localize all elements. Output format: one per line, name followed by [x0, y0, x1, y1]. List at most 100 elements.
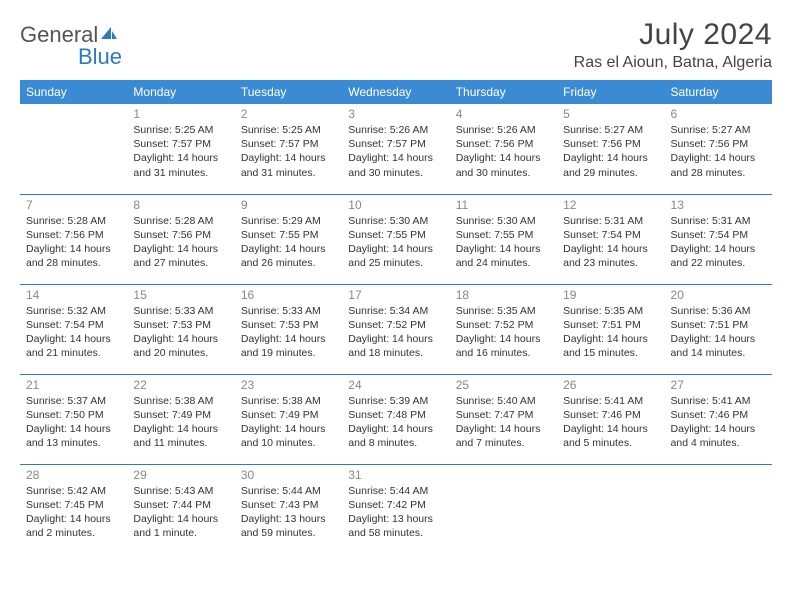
calendar-cell [557, 464, 664, 554]
day-number: 4 [456, 107, 551, 121]
weekday-header: Tuesday [235, 80, 342, 104]
calendar-cell: 12 Sunrise: 5:31 AMSunset: 7:54 PMDayligh… [557, 194, 664, 284]
calendar-cell: 26Sunrise: 5:41 AMSunset: 7:46 PMDayligh… [557, 374, 664, 464]
day-info: Sunrise: 5:38 AMSunset: 7:49 PMDaylight:… [133, 394, 228, 451]
weekday-header: Wednesday [342, 80, 449, 104]
calendar-cell: 28 Sunrise: 5:42 AMSunset: 7:45 PMDayligh… [20, 464, 127, 554]
weekday-header: Friday [557, 80, 664, 104]
day-number: 9 [241, 198, 336, 212]
calendar-cell: 31 Sunrise: 5:44 AMSunset: 7:42 PMDayligh… [342, 464, 449, 554]
day-info: Sunrise: 5:37 AMSunset: 7:50 PMDaylight:… [26, 394, 121, 451]
calendar-cell: 25 Sunrise: 5:40 AMSunset: 7:47 PMDayligh… [450, 374, 557, 464]
calendar-page: GeneralBlue July 2024 Ras el Aioun, Batn… [0, 0, 792, 564]
day-number: 17 [348, 288, 443, 302]
calendar-body: 1 Sunrise: 5:25 AMSunset: 7:57 PMDaylight… [20, 104, 772, 554]
day-number: 22 [133, 378, 228, 392]
day-info: Sunrise: 5:36 AMSunset: 7:51 PMDaylight:… [671, 304, 766, 361]
day-info: Sunrise: 5:31 AMSunset: 7:54 PMDaylight:… [563, 214, 658, 271]
calendar-cell: 20 Sunrise: 5:36 AMSunset: 7:51 PMDayligh… [665, 284, 772, 374]
location-text: Ras el Aioun, Batna, Algeria [574, 54, 772, 72]
day-number: 26 [563, 378, 658, 392]
day-number: 12 [563, 198, 658, 212]
day-info: Sunrise: 5:28 AMSunset: 7:56 PMDaylight:… [26, 214, 121, 271]
day-info: Sunrise: 5:32 AMSunset: 7:54 PMDaylight:… [26, 304, 121, 361]
day-info: Sunrise: 5:27 AMSunset: 7:56 PMDaylight:… [563, 123, 658, 180]
day-info: Sunrise: 5:44 AMSunset: 7:43 PMDaylight:… [241, 484, 336, 541]
calendar-cell [450, 464, 557, 554]
day-info: Sunrise: 5:44 AMSunset: 7:42 PMDaylight:… [348, 484, 443, 541]
day-info: Sunrise: 5:42 AMSunset: 7:45 PMDaylight:… [26, 484, 121, 541]
day-info: Sunrise: 5:26 AMSunset: 7:57 PMDaylight:… [348, 123, 443, 180]
day-info: Sunrise: 5:29 AMSunset: 7:55 PMDaylight:… [241, 214, 336, 271]
calendar-cell: 3Sunrise: 5:26 AMSunset: 7:57 PMDaylight… [342, 104, 449, 194]
day-number: 8 [133, 198, 228, 212]
logo-text-2: Blue [78, 44, 122, 70]
day-number: 25 [456, 378, 551, 392]
day-info: Sunrise: 5:30 AMSunset: 7:55 PMDaylight:… [348, 214, 443, 271]
calendar-cell: 7 Sunrise: 5:28 AMSunset: 7:56 PMDaylight… [20, 194, 127, 284]
calendar-cell: 30 Sunrise: 5:44 AMSunset: 7:43 PMDayligh… [235, 464, 342, 554]
day-number: 28 [26, 468, 121, 482]
calendar-cell: 2Sunrise: 5:25 AMSunset: 7:57 PMDaylight… [235, 104, 342, 194]
day-info: Sunrise: 5:28 AMSunset: 7:56 PMDaylight:… [133, 214, 228, 271]
day-number: 23 [241, 378, 336, 392]
logo-sail-icon [100, 26, 118, 45]
calendar-cell: 6 Sunrise: 5:27 AMSunset: 7:56 PMDaylight… [665, 104, 772, 194]
day-number: 29 [133, 468, 228, 482]
day-info: Sunrise: 5:26 AMSunset: 7:56 PMDaylight:… [456, 123, 551, 180]
day-number: 14 [26, 288, 121, 302]
calendar-cell: 27 Sunrise: 5:41 AMSunset: 7:46 PMDayligh… [665, 374, 772, 464]
calendar-table: SundayMondayTuesdayWednesdayThursdayFrid… [20, 80, 772, 554]
calendar-row: 7 Sunrise: 5:28 AMSunset: 7:56 PMDaylight… [20, 194, 772, 284]
calendar-cell: 11Sunrise: 5:30 AMSunset: 7:55 PMDayligh… [450, 194, 557, 284]
day-number: 11 [456, 198, 551, 212]
day-number: 18 [456, 288, 551, 302]
day-info: Sunrise: 5:33 AMSunset: 7:53 PMDaylight:… [241, 304, 336, 361]
calendar-cell: 4 Sunrise: 5:26 AMSunset: 7:56 PMDaylight… [450, 104, 557, 194]
calendar-cell: 24 Sunrise: 5:39 AMSunset: 7:48 PMDayligh… [342, 374, 449, 464]
calendar-cell: 18Sunrise: 5:35 AMSunset: 7:52 PMDayligh… [450, 284, 557, 374]
calendar-row: 1 Sunrise: 5:25 AMSunset: 7:57 PMDaylight… [20, 104, 772, 194]
day-number: 20 [671, 288, 766, 302]
weekday-header: Thursday [450, 80, 557, 104]
day-number: 31 [348, 468, 443, 482]
day-info: Sunrise: 5:34 AMSunset: 7:52 PMDaylight:… [348, 304, 443, 361]
day-info: Sunrise: 5:27 AMSunset: 7:56 PMDaylight:… [671, 123, 766, 180]
calendar-cell: 14 Sunrise: 5:32 AMSunset: 7:54 PMDayligh… [20, 284, 127, 374]
day-number: 13 [671, 198, 766, 212]
day-info: Sunrise: 5:40 AMSunset: 7:47 PMDaylight:… [456, 394, 551, 451]
calendar-cell: 21 Sunrise: 5:37 AMSunset: 7:50 PMDayligh… [20, 374, 127, 464]
calendar-row: 21 Sunrise: 5:37 AMSunset: 7:50 PMDayligh… [20, 374, 772, 464]
weekday-header-row: SundayMondayTuesdayWednesdayThursdayFrid… [20, 80, 772, 104]
day-number: 6 [671, 107, 766, 121]
day-number: 7 [26, 198, 121, 212]
day-number: 24 [348, 378, 443, 392]
day-number: 19 [563, 288, 658, 302]
header: GeneralBlue July 2024 Ras el Aioun, Batn… [20, 18, 772, 72]
day-info: Sunrise: 5:43 AMSunset: 7:44 PMDaylight:… [133, 484, 228, 541]
day-info: Sunrise: 5:39 AMSunset: 7:48 PMDaylight:… [348, 394, 443, 451]
calendar-cell: 8 Sunrise: 5:28 AMSunset: 7:56 PMDaylight… [127, 194, 234, 284]
weekday-header: Monday [127, 80, 234, 104]
day-info: Sunrise: 5:25 AMSunset: 7:57 PMDaylight:… [133, 123, 228, 180]
calendar-cell: 10Sunrise: 5:30 AMSunset: 7:55 PMDayligh… [342, 194, 449, 284]
calendar-row: 14 Sunrise: 5:32 AMSunset: 7:54 PMDayligh… [20, 284, 772, 374]
weekday-header: Sunday [20, 80, 127, 104]
weekday-header: Saturday [665, 80, 772, 104]
day-info: Sunrise: 5:38 AMSunset: 7:49 PMDaylight:… [241, 394, 336, 451]
calendar-cell: 1 Sunrise: 5:25 AMSunset: 7:57 PMDaylight… [127, 104, 234, 194]
day-number: 1 [133, 107, 228, 121]
calendar-cell [665, 464, 772, 554]
calendar-row: 28 Sunrise: 5:42 AMSunset: 7:45 PMDayligh… [20, 464, 772, 554]
logo: GeneralBlue [20, 18, 122, 70]
day-info: Sunrise: 5:31 AMSunset: 7:54 PMDaylight:… [671, 214, 766, 271]
calendar-cell: 13 Sunrise: 5:31 AMSunset: 7:54 PMDayligh… [665, 194, 772, 284]
day-number: 21 [26, 378, 121, 392]
day-number: 27 [671, 378, 766, 392]
calendar-cell: 23 Sunrise: 5:38 AMSunset: 7:49 PMDayligh… [235, 374, 342, 464]
month-title: July 2024 [574, 18, 772, 52]
day-info: Sunrise: 5:41 AMSunset: 7:46 PMDaylight:… [671, 394, 766, 451]
day-number: 5 [563, 107, 658, 121]
calendar-cell: 16Sunrise: 5:33 AMSunset: 7:53 PMDayligh… [235, 284, 342, 374]
day-number: 30 [241, 468, 336, 482]
